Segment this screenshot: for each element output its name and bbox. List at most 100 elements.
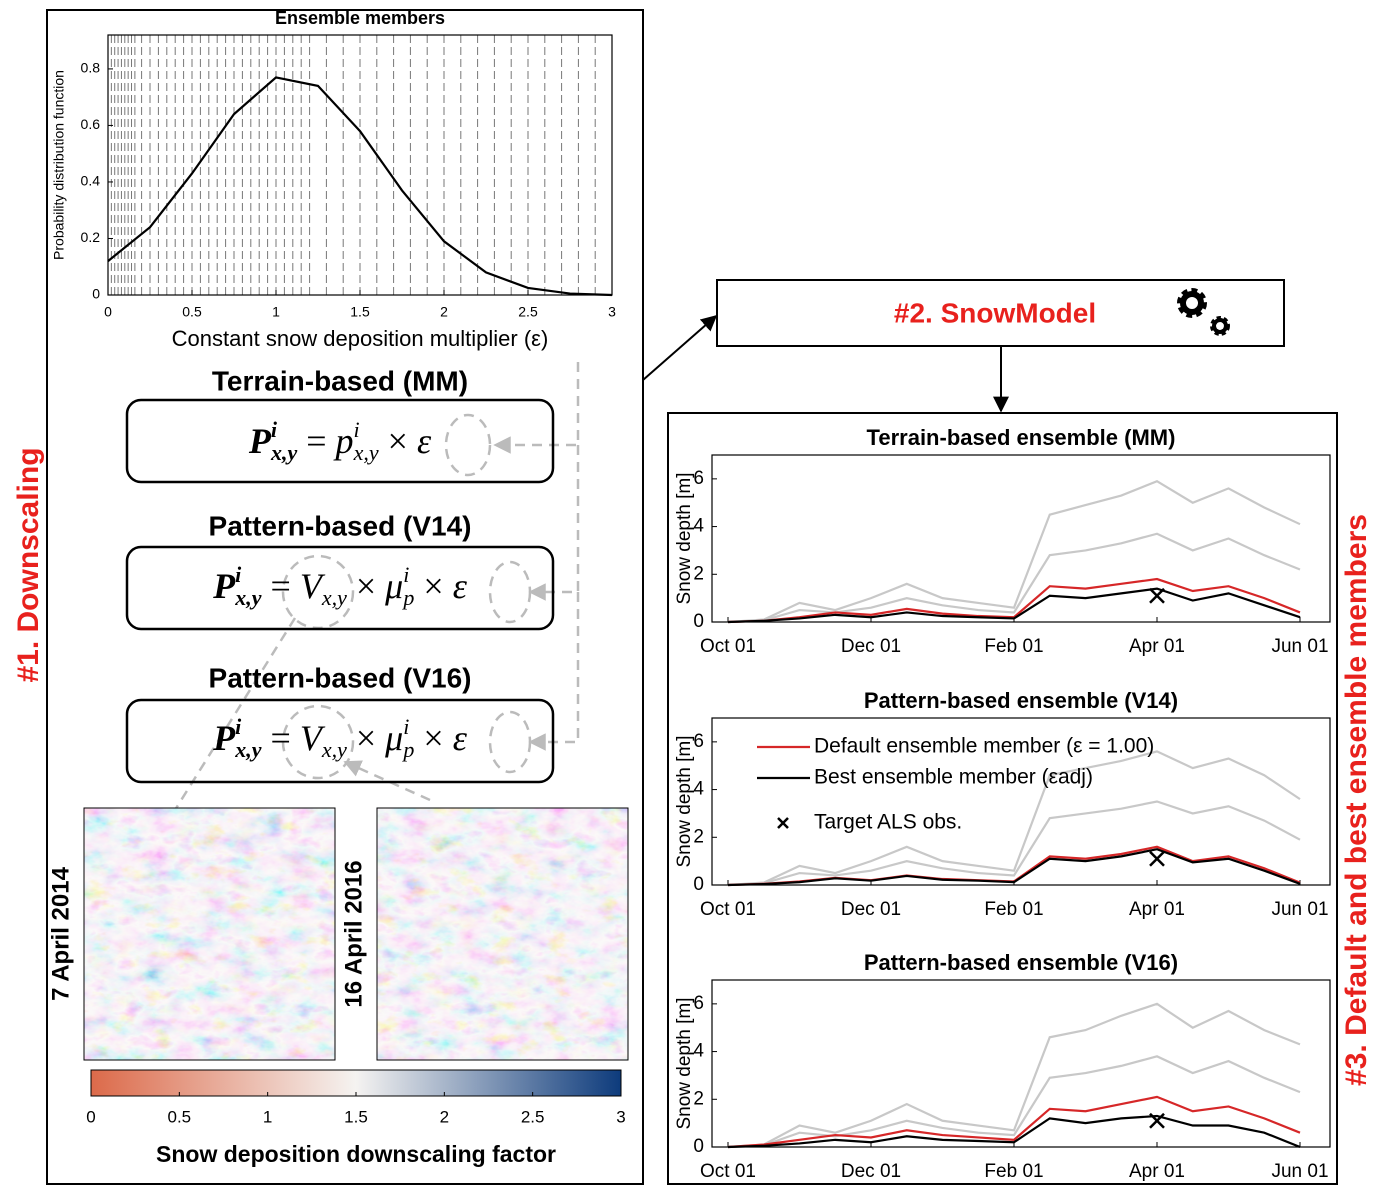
legend-marker bbox=[778, 818, 788, 828]
equation-part: x,y bbox=[321, 585, 347, 610]
y-tick-label: 0 bbox=[693, 1136, 704, 1157]
equation-part: = bbox=[262, 566, 300, 606]
equation-part: x,y bbox=[353, 440, 379, 465]
y-tick-label: 0 bbox=[693, 874, 704, 895]
colorbar-tick-label: 0 bbox=[86, 1107, 95, 1126]
right-panel bbox=[668, 413, 1337, 1184]
obs-marker bbox=[1150, 852, 1164, 866]
arrow bbox=[643, 316, 716, 380]
colorbar-tick-label: 1.5 bbox=[344, 1107, 368, 1126]
x-tick-label: Feb 01 bbox=[984, 1161, 1043, 1182]
equation-part: p bbox=[333, 421, 354, 461]
equation-part: i bbox=[354, 417, 360, 442]
equation-part: = bbox=[297, 421, 335, 461]
equation-part: μ bbox=[384, 718, 403, 758]
equation-part: x,y bbox=[234, 737, 262, 762]
series-line bbox=[728, 1116, 1300, 1147]
x-tick-label: Oct 01 bbox=[700, 899, 756, 920]
step-label: #3. Default and best ensemble members bbox=[1340, 514, 1373, 1086]
y-tick-label: 0.6 bbox=[81, 116, 101, 132]
equation-part: P bbox=[248, 421, 272, 461]
map-image bbox=[377, 808, 628, 1060]
equation-part: x,y bbox=[234, 585, 262, 610]
equation-part: i bbox=[235, 562, 242, 587]
x-tick-label: 3 bbox=[608, 304, 616, 320]
y-axis-label: Snow depth [m] bbox=[674, 735, 695, 867]
y-axis-label: Snow depth [m] bbox=[674, 997, 695, 1129]
x-tick-label: Dec 01 bbox=[841, 899, 901, 920]
equation-title: Terrain-based (MM) bbox=[212, 365, 468, 396]
x-tick-label: Jun 01 bbox=[1271, 1161, 1328, 1182]
x-tick-label: Dec 01 bbox=[841, 636, 901, 657]
colorbar-tick-label: 2 bbox=[440, 1107, 449, 1126]
equation-part: ε bbox=[417, 421, 432, 461]
x-tick-label: Apr 01 bbox=[1129, 899, 1185, 920]
x-tick-label: Dec 01 bbox=[841, 1161, 901, 1182]
legend-entry: Default ensemble member (ε = 1.00) bbox=[814, 735, 1154, 758]
equation-part: μ bbox=[384, 566, 403, 606]
equation-part: P bbox=[212, 718, 236, 758]
y-axis-label: Probability distribution function bbox=[51, 70, 67, 260]
legend-entry: Best ensemble member (εadj) bbox=[814, 766, 1093, 789]
map-label: 7 April 2014 bbox=[47, 866, 74, 1001]
equation-part: = bbox=[262, 718, 300, 758]
colorbar-tick-label: 3 bbox=[616, 1107, 625, 1126]
equation-part: i bbox=[235, 714, 242, 739]
colorbar-tick-label: 1 bbox=[263, 1107, 272, 1126]
chart-title: Pattern-based ensemble (V14) bbox=[864, 688, 1178, 713]
equation-part: p bbox=[401, 585, 414, 610]
equation-part: i bbox=[271, 417, 278, 442]
x-tick-label: Apr 01 bbox=[1129, 1161, 1185, 1182]
y-tick-label: 0.4 bbox=[81, 173, 101, 189]
series-line bbox=[728, 579, 1300, 622]
x-tick-label: Jun 01 bbox=[1271, 636, 1328, 657]
colorbar-tick-label: 2.5 bbox=[521, 1107, 545, 1126]
x-tick-label: 0.5 bbox=[182, 304, 202, 320]
colorbar-label: Snow deposition downscaling factor bbox=[156, 1141, 556, 1167]
equation-part: ε bbox=[453, 718, 468, 758]
step-label: #2. SnowModel bbox=[894, 297, 1096, 328]
legend-entry: Target ALS obs. bbox=[814, 811, 962, 834]
x-tick-label: Feb 01 bbox=[984, 899, 1043, 920]
series-line bbox=[728, 849, 1300, 885]
y-tick-label: 4 bbox=[693, 1041, 704, 1062]
equation-part: × bbox=[347, 566, 385, 606]
equation-part: × bbox=[379, 421, 417, 461]
x-tick-label: 2.5 bbox=[518, 304, 538, 320]
series-line bbox=[728, 1097, 1300, 1147]
equation-part: p bbox=[401, 737, 414, 762]
chart-title: Ensemble members bbox=[275, 8, 445, 28]
x-tick-label: Jun 01 bbox=[1271, 899, 1328, 920]
x-tick-label: Oct 01 bbox=[700, 1161, 756, 1182]
y-tick-label: 4 bbox=[693, 779, 704, 800]
y-tick-label: 0 bbox=[92, 286, 100, 302]
equation-part: x,y bbox=[270, 440, 298, 465]
equation-part: i bbox=[403, 714, 409, 739]
equation-part: x,y bbox=[321, 737, 347, 762]
y-tick-label: 0 bbox=[693, 611, 704, 632]
equation-part: × bbox=[414, 566, 452, 606]
equation-title: Pattern-based (V16) bbox=[209, 662, 472, 693]
figure: #2. SnowModel #1. Downscaling #3. Defaul… bbox=[0, 0, 1383, 1186]
x-tick-label: 2 bbox=[440, 304, 448, 320]
equation-title: Pattern-based (V14) bbox=[209, 510, 472, 541]
x-axis-label: Constant snow deposition multiplier (ε) bbox=[172, 326, 549, 351]
x-tick-label: 0 bbox=[104, 304, 112, 320]
x-tick-label: Feb 01 bbox=[984, 636, 1043, 657]
equation-part: × bbox=[347, 718, 385, 758]
y-axis-label: Snow depth [m] bbox=[674, 472, 695, 604]
x-tick-label: Oct 01 bbox=[700, 636, 756, 657]
map-label: 16 April 2016 bbox=[340, 860, 367, 1007]
step-label: #1. Downscaling bbox=[12, 447, 45, 682]
equation-part: × bbox=[414, 718, 452, 758]
series-line bbox=[728, 1056, 1300, 1147]
series-line bbox=[728, 847, 1300, 885]
obs-marker bbox=[1150, 589, 1164, 603]
equation-part: P bbox=[212, 566, 236, 606]
series-line bbox=[728, 481, 1300, 622]
equation-part: ε bbox=[453, 566, 468, 606]
x-tick-label: 1 bbox=[272, 304, 280, 320]
